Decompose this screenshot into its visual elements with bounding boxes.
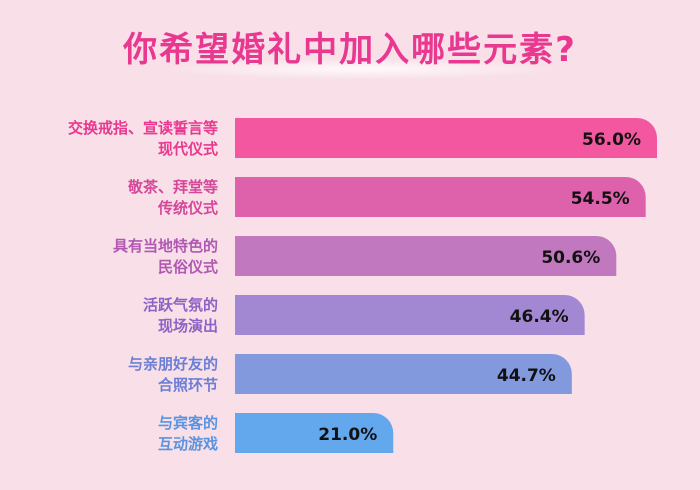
- category-label-1-line-0: 敬茶、拜堂等: [127, 178, 218, 196]
- category-label-5-line-0: 与宾客的: [158, 414, 218, 432]
- value-label-0: 56.0%: [582, 130, 641, 150]
- category-label-3-line-0: 活跃气氛的: [143, 296, 218, 314]
- bar-4: [235, 354, 572, 394]
- value-label-1: 54.5%: [571, 189, 630, 209]
- chart-title: 你希望婚礼中加入哪些元素?: [123, 30, 577, 70]
- value-label-2: 50.6%: [541, 248, 600, 268]
- value-label-5: 21.0%: [318, 425, 377, 445]
- value-label-3: 46.4%: [510, 307, 569, 327]
- bar-0: [235, 118, 657, 158]
- category-label-4-line-0: 与亲朋好友的: [128, 355, 218, 373]
- bar-2: [235, 236, 617, 276]
- category-label-0-line-0: 交换戒指、宣读誓言等: [68, 119, 218, 137]
- category-label-2-line-0: 具有当地特色的: [113, 237, 218, 255]
- category-label-3-line-1: 现场演出: [158, 317, 218, 335]
- category-label-1-line-1: 传统仪式: [157, 199, 218, 217]
- category-label-5-line-1: 互动游戏: [158, 435, 218, 453]
- value-label-4: 44.7%: [497, 366, 556, 386]
- bar-3: [235, 295, 585, 335]
- title-glow: [150, 58, 570, 80]
- category-label-4-line-1: 合照环节: [157, 376, 218, 394]
- category-label-0-line-1: 现代仪式: [158, 140, 218, 158]
- bar-1: [235, 177, 646, 217]
- bar-5: [235, 413, 394, 453]
- category-label-2-line-1: 民俗仪式: [158, 258, 218, 276]
